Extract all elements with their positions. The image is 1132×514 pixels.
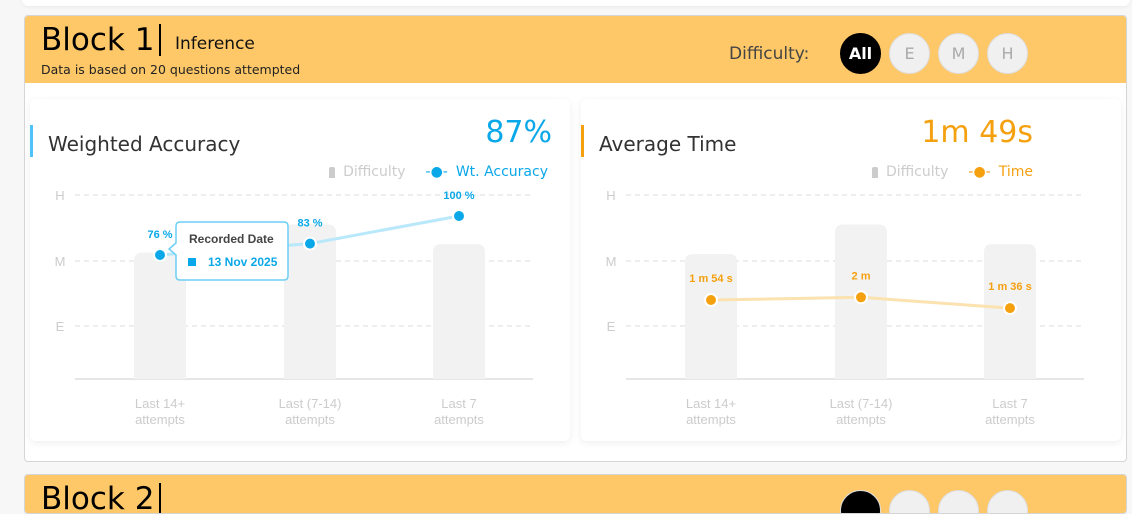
data-label: 2 m (852, 270, 871, 282)
data-label: 83 % (297, 218, 322, 230)
difficulty-m-button[interactable]: M (938, 33, 979, 74)
panel-title: Weighted Accuracy (48, 132, 241, 156)
summary-value: 1m 49s (921, 115, 1033, 150)
x-tick-label: Last 14+ (686, 396, 736, 411)
x-tick-label: attempts (836, 412, 886, 427)
y-tick-label: H (55, 188, 64, 203)
data-point (303, 236, 317, 251)
y-tick-label: E (607, 319, 616, 334)
accent-bar (30, 125, 33, 157)
x-tick-label: attempts (285, 412, 335, 427)
data-label: 100 % (443, 190, 474, 202)
data-point (704, 293, 718, 307)
data-point (854, 290, 868, 305)
block-note: Data is based on 20 questions attempted (41, 62, 301, 77)
block-subtitle: Inference (175, 34, 255, 54)
legend-time[interactable]: -●- Time (968, 164, 1033, 180)
data-label: 1 m 54 s (689, 273, 732, 285)
x-tick-label: Last 7 (992, 396, 1027, 411)
tooltip-title: Recorded Date (189, 232, 274, 246)
data-point (153, 248, 167, 262)
difficulty-bar (433, 244, 485, 379)
difficulty-h-button[interactable] (987, 490, 1028, 513)
x-tick-label: Last 14+ (135, 396, 185, 411)
difficulty-all-button[interactable] (840, 490, 881, 513)
bar-swatch-icon (871, 166, 878, 178)
panel-title: Average Time (599, 132, 737, 156)
x-tick-label: Last 7 (441, 396, 476, 411)
data-point (1003, 301, 1017, 316)
tooltip-value: 13 Nov 2025 (208, 255, 278, 269)
line-dot-swatch-icon: -●- (968, 164, 991, 180)
difficulty-all-button[interactable]: All (840, 33, 881, 74)
block-2-card: Block 2 (24, 474, 1127, 514)
data-label: 1 m 36 s (988, 281, 1031, 293)
legend: Difficulty -●- Time (871, 164, 1033, 180)
x-tick-label: Last (7-14) (830, 396, 893, 411)
legend: Difficulty -●- Wt. Accuracy (329, 164, 548, 180)
block-1-card: Block 1 Inference Data is based on 20 qu… (24, 15, 1127, 462)
average-time-panel: Average Time 1m 49s Difficulty -●- Time H… (581, 99, 1121, 441)
legend-accuracy[interactable]: -●- Wt. Accuracy (425, 164, 548, 180)
difficulty-m-button[interactable] (938, 490, 979, 513)
difficulty-label: Difficulty: (729, 44, 810, 64)
legend-difficulty[interactable]: Difficulty (329, 164, 406, 180)
weighted-accuracy-panel: Weighted Accuracy 87% Difficulty -●- Wt. … (30, 99, 570, 441)
data-point (452, 209, 466, 223)
difficulty-bar (284, 224, 336, 379)
x-tick-label: attempts (985, 412, 1035, 427)
tooltip-box (167, 221, 289, 281)
y-tick-label: H (606, 188, 615, 203)
x-tick-label: Last (7-14) (279, 396, 342, 411)
difficulty-e-button[interactable] (889, 490, 930, 513)
difficulty-h-button[interactable]: H (987, 33, 1028, 74)
divider (159, 24, 161, 56)
line-dot-swatch-icon: -●- (425, 164, 448, 180)
bar-swatch-icon (329, 166, 336, 178)
block-title: Block 2 (41, 481, 155, 514)
difficulty-bar (685, 253, 737, 379)
x-tick-label: attempts (686, 412, 736, 427)
block-header: Block 1 Inference Data is based on 20 qu… (25, 16, 1126, 83)
difficulty-e-button[interactable]: E (889, 33, 930, 74)
y-tick-label: M (606, 254, 617, 269)
summary-value: 87% (485, 115, 552, 150)
tooltip-swatch-icon (188, 258, 196, 266)
previous-card (22, 0, 1130, 6)
x-tick-label: attempts (135, 412, 185, 427)
difficulty-bar (134, 252, 186, 379)
y-tick-label: E (56, 319, 65, 334)
data-label: 76 % (147, 229, 172, 241)
x-tick-label: attempts (434, 412, 484, 427)
y-tick-label: M (55, 254, 66, 269)
accent-bar (581, 125, 584, 157)
divider (159, 483, 161, 513)
legend-difficulty[interactable]: Difficulty (871, 164, 948, 180)
block-title: Block 1 (41, 22, 155, 58)
